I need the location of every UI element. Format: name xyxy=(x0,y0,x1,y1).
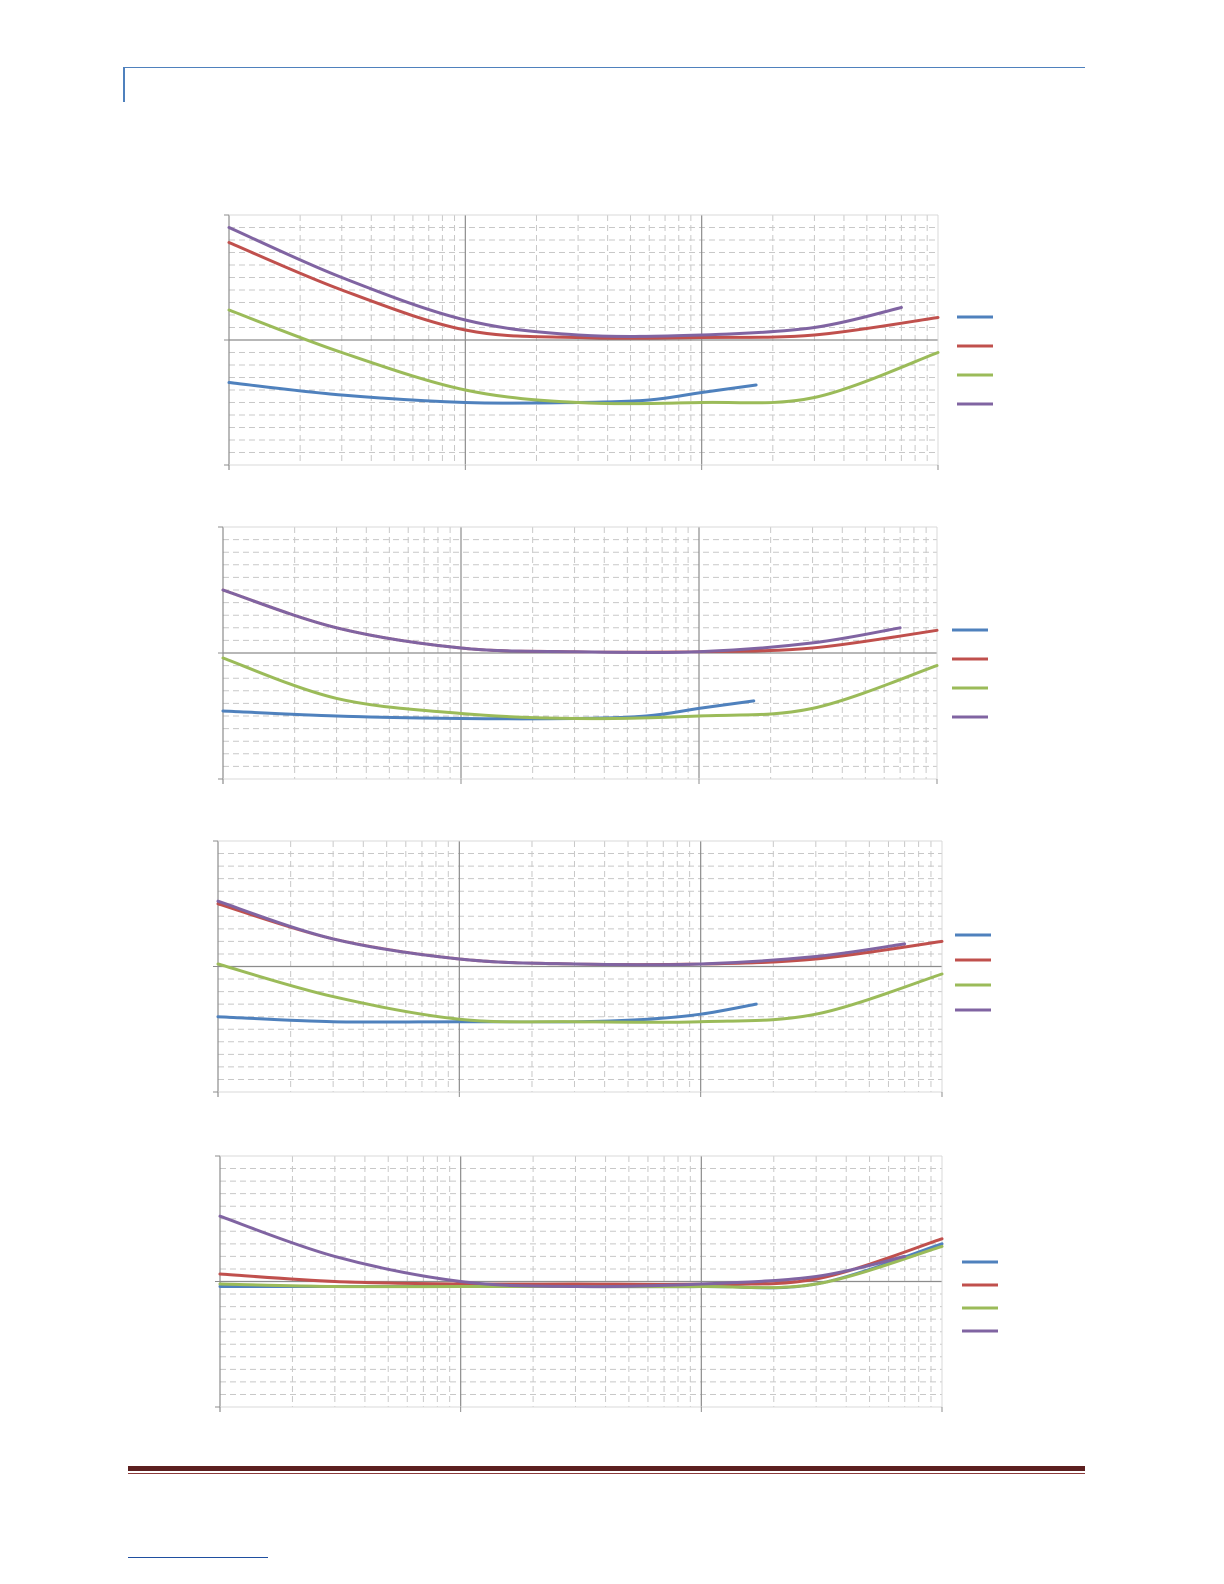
series-line-2 xyxy=(221,588,939,654)
series-line-2 xyxy=(227,241,940,340)
header-margin-tick xyxy=(123,67,125,102)
footnote-separator xyxy=(128,1557,268,1558)
series-line-1 xyxy=(227,381,758,405)
series-line-3 xyxy=(221,656,939,721)
chart-3 xyxy=(213,840,991,1097)
series-line-4 xyxy=(221,588,902,655)
header-rule xyxy=(123,67,1085,68)
chart-2 xyxy=(218,526,988,784)
series-line-2 xyxy=(218,1237,944,1286)
series-line-3 xyxy=(227,308,940,406)
chart-4 xyxy=(215,1155,998,1412)
footer-rule xyxy=(128,1466,1085,1471)
series-line-1 xyxy=(216,1002,758,1024)
series-line-4 xyxy=(216,899,907,967)
series-line-4 xyxy=(218,1214,907,1289)
chart-1 xyxy=(224,214,993,470)
footer-rule-thin xyxy=(128,1473,1085,1474)
series-line-3 xyxy=(216,962,944,1024)
series-line-4 xyxy=(227,226,903,338)
